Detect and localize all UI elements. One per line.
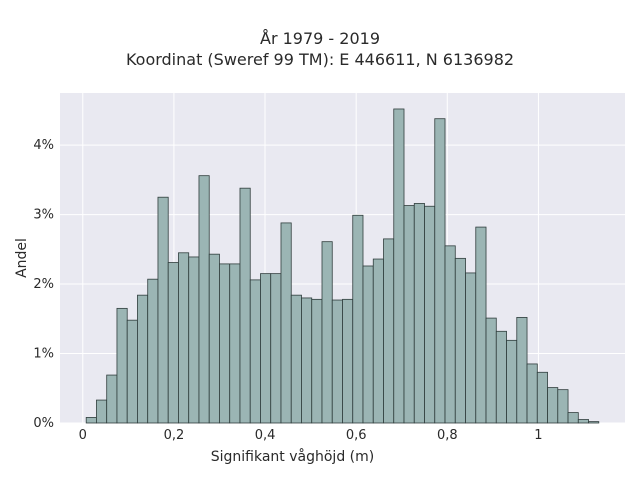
histogram-bar: [352, 214, 364, 424]
histogram-bar: [547, 387, 559, 424]
histogram-bar: [126, 319, 138, 424]
histogram-bar: [465, 272, 477, 424]
histogram-bar: [219, 263, 231, 424]
histogram-bar: [106, 374, 118, 424]
histogram-bar: [506, 339, 518, 424]
histogram-bar: [403, 205, 415, 424]
histogram-bar: [96, 399, 108, 424]
x-tick-label: 0,6: [346, 428, 367, 443]
x-axis-ticks: 0 0,2 0,4 0,6 0,8 1: [79, 428, 543, 443]
histogram-bar: [485, 317, 497, 424]
histogram-bar: [495, 330, 507, 424]
histogram-bar: [454, 257, 466, 424]
x-axis-label: Signifikant våghöjd (m): [211, 448, 374, 465]
histogram-bar: [516, 316, 528, 424]
x-tick-label: 0: [79, 428, 87, 443]
histogram-bar: [413, 203, 425, 424]
histogram-bar: [178, 252, 190, 424]
histogram-bar: [588, 421, 600, 424]
histogram-bar: [372, 258, 384, 424]
histogram-bar: [270, 273, 282, 424]
histogram-bar: [290, 294, 302, 424]
histogram-bar: [331, 299, 343, 424]
histogram-bar: [444, 245, 456, 424]
histogram-bar: [383, 238, 395, 424]
histogram-bar: [167, 262, 179, 424]
y-tick-label: 4%: [33, 138, 54, 153]
histogram-bar: [475, 226, 487, 424]
histogram-bar: [301, 297, 313, 424]
histogram-bars: [85, 108, 600, 424]
histogram-bar: [567, 412, 579, 424]
y-tick-label: 1%: [33, 347, 54, 362]
y-axis-label: Andel: [14, 238, 30, 278]
histogram-bar: [208, 253, 220, 424]
histogram-bar: [260, 273, 272, 424]
x-tick-label: 0,4: [255, 428, 276, 443]
histogram-bar: [526, 363, 538, 424]
histogram-bar: [188, 256, 200, 424]
chart-title-line-2: Koordinat (Sweref 99 TM): E 446611, N 61…: [125, 50, 515, 69]
histogram-bar: [239, 187, 251, 424]
y-tick-label: 3%: [33, 208, 54, 223]
histogram-bar: [536, 371, 548, 424]
histogram-bar: [434, 118, 446, 424]
histogram-bar: [147, 278, 159, 424]
x-tick-label: 0,8: [437, 428, 458, 443]
histogram-bar: [362, 265, 374, 424]
histogram-bar: [342, 298, 354, 424]
y-tick-label: 0%: [33, 416, 54, 431]
histogram-bar: [577, 419, 589, 424]
histogram-bar: [137, 294, 149, 424]
histogram-bar: [280, 222, 292, 424]
histogram-bar: [393, 108, 405, 424]
histogram-bar: [424, 205, 436, 424]
histogram-bar: [85, 417, 97, 424]
histogram-bar: [249, 279, 261, 424]
y-tick-label: 2%: [33, 277, 54, 292]
histogram-bar: [321, 241, 333, 424]
x-tick-label: 1: [534, 428, 542, 443]
histogram-bar: [311, 298, 323, 424]
histogram-bar: [116, 307, 128, 424]
histogram-bar: [557, 389, 569, 424]
chart-title-line-1: År 1979 - 2019: [260, 29, 380, 48]
x-tick-label: 0,2: [164, 428, 185, 443]
histogram-bar: [198, 175, 210, 424]
histogram-bar: [157, 196, 169, 424]
histogram-bar: [229, 263, 241, 424]
y-axis-ticks: 0% 1% 2% 3% 4%: [33, 138, 54, 431]
